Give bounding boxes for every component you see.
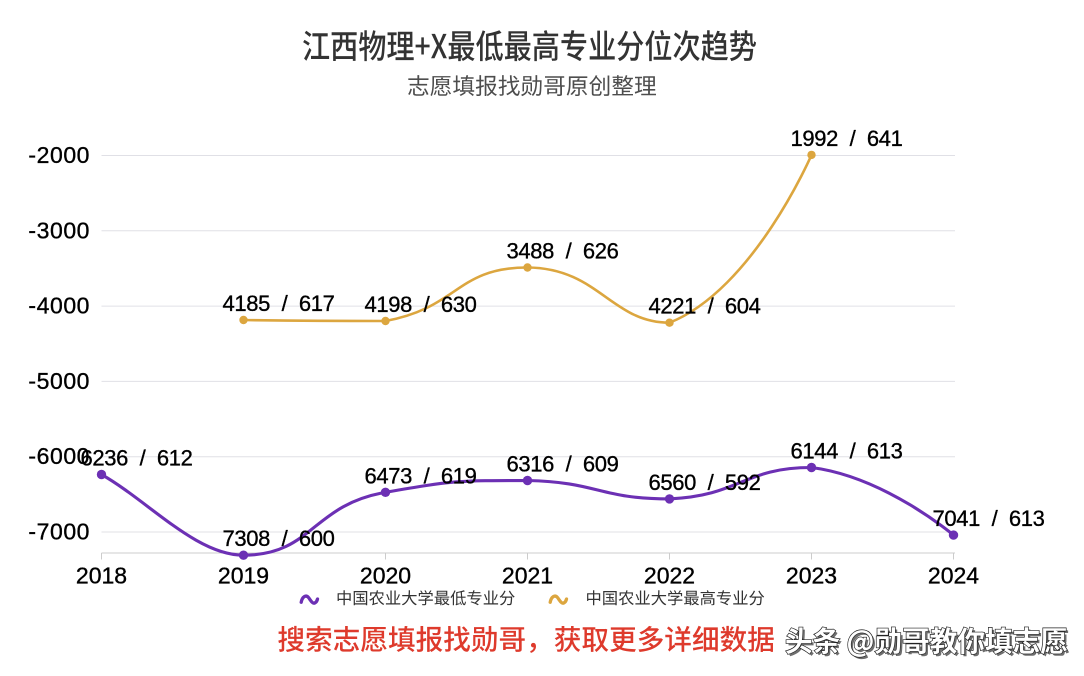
svg-text:2022: 2022 [644,562,695,588]
svg-text:2023: 2023 [786,562,837,588]
svg-text:7308 / 600: 7308 / 600 [223,526,335,551]
svg-text:-2000: -2000 [28,142,90,168]
svg-text:6560 / 592: 6560 / 592 [649,470,761,495]
svg-text:6473 / 619: 6473 / 619 [365,463,477,488]
svg-text:3488 / 626: 3488 / 626 [507,239,619,264]
svg-text:2021: 2021 [502,562,553,588]
svg-text:2024: 2024 [928,562,979,588]
svg-text:2020: 2020 [360,562,411,588]
svg-text:-4000: -4000 [28,293,90,319]
svg-text:4198 / 630: 4198 / 630 [365,292,477,317]
svg-text:-6000: -6000 [28,443,90,469]
svg-text:6144 / 613: 6144 / 613 [791,439,903,464]
svg-text:4185 / 617: 4185 / 617 [223,291,335,316]
svg-text:-3000: -3000 [28,217,90,243]
svg-text:6316 / 609: 6316 / 609 [507,452,619,477]
svg-text:2019: 2019 [218,562,269,588]
svg-text:6236 / 612: 6236 / 612 [81,446,193,471]
svg-text:4221 / 604: 4221 / 604 [649,294,761,319]
svg-text:1992 / 641: 1992 / 641 [791,126,903,151]
svg-text:-5000: -5000 [28,368,90,394]
svg-text:7041 / 613: 7041 / 613 [933,506,1045,531]
svg-text:2018: 2018 [76,562,127,588]
svg-text:-7000: -7000 [28,519,90,545]
